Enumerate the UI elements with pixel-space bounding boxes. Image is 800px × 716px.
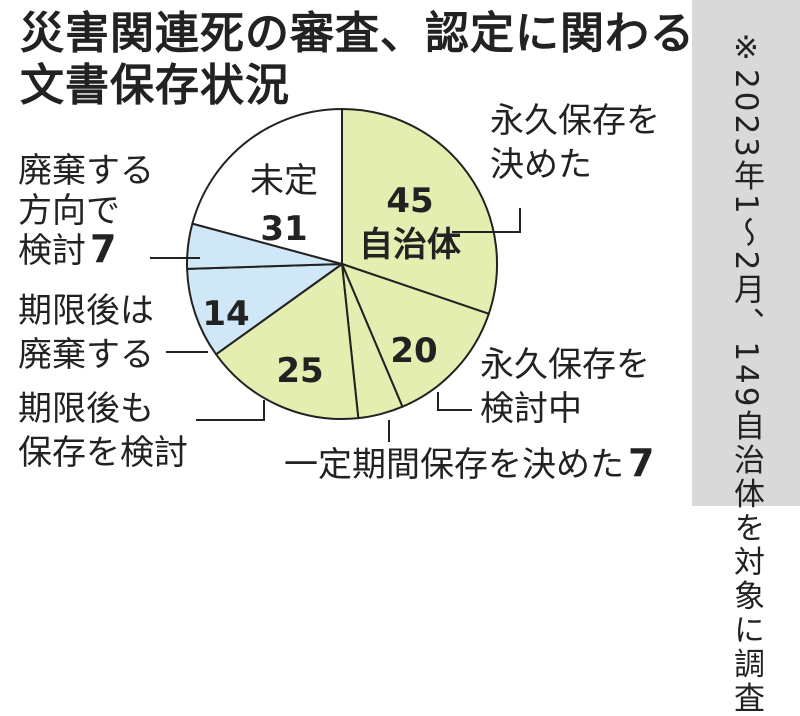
survey-note-panel: ※2023年1～2月、149自治体を対象に調査 [692, 0, 800, 716]
survey-note: ※2023年1～2月、149自治体を対象に調査 [728, 30, 764, 716]
slice-category-fixed_term: 一定期間保存を決めた 7 [284, 441, 654, 485]
slice-category-discard_after: 期限後は廃棄する [18, 291, 154, 375]
slice-value-perm_decided: 45 [386, 181, 433, 221]
slice-category-discard_considering: 廃棄する方向で検討 7 [18, 151, 154, 271]
pie-slice-undecided [191, 108, 343, 265]
slice-category-perm_decided: 永久保存を決めた [490, 101, 660, 185]
slice-unit-perm_decided: 自治体 [359, 225, 461, 265]
leader-lines [150, 208, 521, 442]
slice-value-discard_after: 14 [202, 294, 249, 334]
pie-slices [186, 108, 499, 420]
pie-slice-keep_after [215, 263, 360, 420]
chart-title-line-1: 災害関連死の審査、認定に関わる [20, 8, 695, 59]
leader-line-perm_considering [437, 392, 472, 411]
slice-value-perm_considering: 20 [390, 331, 437, 371]
pie-slice-discard_after [186, 263, 343, 356]
pie-slice-perm_considering [341, 263, 490, 408]
slice-label-undecided: 未定 [250, 161, 318, 201]
leader-line-keep_after [196, 400, 265, 421]
leader-line-perm_decided [452, 208, 521, 233]
pie-slice-perm_decided [341, 108, 499, 315]
slice-category-keep_after: 期限後も保存を検討 [18, 389, 188, 473]
slice-category-perm_considering: 永久保存を検討中 [480, 345, 650, 429]
slice-value-keep_after: 25 [276, 351, 323, 391]
chart-title-line-2: 文書保存状況 [20, 60, 290, 111]
slice-value-undecided: 31 [260, 209, 307, 249]
chart-title: 災害関連死の審査、認定に関わる 文書保存状況 [20, 8, 695, 112]
